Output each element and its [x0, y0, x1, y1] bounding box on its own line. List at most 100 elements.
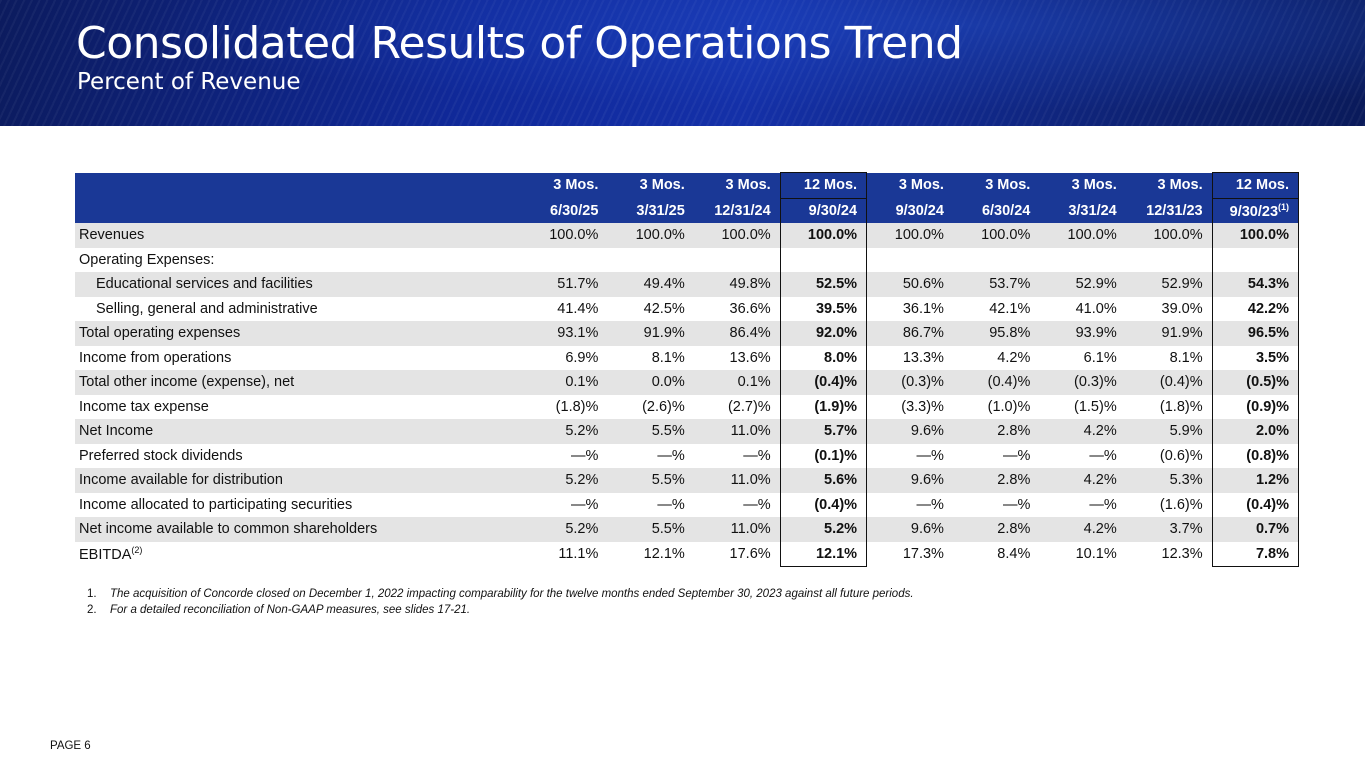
table-row: Preferred stock dividends —% —% —% (0.1)% —% —… [75, 443, 1300, 468]
table-cell: (1.6)% [1125, 492, 1213, 517]
table-cell: —% [1039, 443, 1126, 468]
table-cell: 91.9% [607, 321, 694, 346]
table-row: Selling, general and administrative 41.4%… [75, 296, 1300, 321]
table-cell [952, 247, 1040, 272]
table-cell: —% [607, 492, 694, 517]
table-cell: 5.2% [779, 517, 868, 542]
table-row: Income allocated to participating securi… [75, 492, 1300, 517]
column-date-header: 3/31/24 [1039, 198, 1126, 223]
table-cell: 9.6% [866, 419, 953, 444]
table-cell: 53.7% [952, 272, 1040, 297]
table-cell: 39.5% [779, 296, 868, 321]
table-cell: (0.4)% [779, 492, 868, 517]
page-number: PAGE 6 [50, 740, 91, 752]
table-cell: 100.0% [866, 223, 953, 248]
table-cell: 8.1% [1125, 345, 1213, 370]
table-cell: 6.9% [521, 345, 608, 370]
table-cell: 13.3% [866, 345, 953, 370]
row-label: Educational services and facilities [75, 272, 521, 297]
column-period-header: 3 Mos. [866, 172, 953, 198]
table-cell: 4.2% [1039, 517, 1126, 542]
table-cell: 9.6% [866, 468, 953, 493]
table-cell: (0.3)% [866, 370, 953, 395]
table-cell: —% [952, 443, 1040, 468]
table-cell: 52.5% [779, 272, 868, 297]
table-cell: 11.0% [693, 517, 781, 542]
row-label-text: Selling, general and administrative [96, 300, 318, 317]
column-date-text: 9/30/24 [895, 202, 944, 219]
table-cell: 39.0% [1125, 296, 1213, 321]
table-cell: 91.9% [1125, 321, 1213, 346]
table-cell: 41.0% [1039, 296, 1126, 321]
table-row: EBITDA(2) 11.1% 12.1% 17.6% 12.1% 17.3% 8.4% 10… [75, 541, 1300, 567]
column-date-text: 9/30/23 [1229, 203, 1279, 220]
column-period-header: 3 Mos. [607, 172, 694, 198]
table-cell: 100.0% [1211, 223, 1300, 248]
table-cell: 93.9% [1039, 321, 1126, 346]
row-label-text: Income from operations [79, 349, 232, 366]
table-cell: (1.9)% [779, 394, 868, 419]
table-header: 3 Mos. 3 Mos. 3 Mos. 12 Mos. 3 Mos. 3 Mos. 3 M… [75, 172, 1300, 223]
table-cell: —% [693, 443, 781, 468]
footnote-number: 2. [87, 603, 97, 616]
table-cell: 12.3% [1125, 541, 1213, 567]
row-label: Net income available to common sharehold… [75, 517, 521, 542]
column-date-text: 12/31/23 [1146, 202, 1203, 219]
header-banner [0, 0, 1365, 126]
page-subtitle: Percent of Revenue [77, 69, 301, 95]
header-row-period: 3 Mos. 3 Mos. 3 Mos. 12 Mos. 3 Mos. 3 Mos. 3 M… [75, 172, 1300, 198]
table-cell: 5.5% [607, 468, 694, 493]
table-cell: 5.5% [607, 419, 694, 444]
footnote: 1. The acquisition of Concorde closed on … [87, 587, 914, 603]
table-cell: —% [521, 443, 608, 468]
column-period-header: 3 Mos. [952, 172, 1040, 198]
table-cell: 54.3% [1211, 272, 1300, 297]
table-cell: 0.0% [607, 370, 694, 395]
table-cell: 4.2% [952, 345, 1040, 370]
table-cell: 52.9% [1125, 272, 1213, 297]
table-cell: 5.6% [779, 468, 868, 493]
column-period-header: 3 Mos. [1039, 172, 1126, 198]
table-body: Revenues 100.0% 100.0% 100.0% 100.0% 100.0% 10… [75, 223, 1300, 567]
table-cell: 52.9% [1039, 272, 1126, 297]
table-cell: 11.0% [693, 468, 781, 493]
table-cell: 5.2% [521, 517, 608, 542]
table-cell: 5.2% [521, 419, 608, 444]
table-cell [1125, 247, 1213, 272]
table-cell: (0.9)% [1211, 394, 1300, 419]
table-cell: (0.4)% [779, 370, 868, 395]
table-cell: 12.1% [779, 541, 868, 567]
table-cell: 7.8% [1211, 541, 1300, 567]
table-cell: (0.3)% [1039, 370, 1126, 395]
column-date-header: 3/31/25 [607, 198, 694, 223]
table-cell: (0.5)% [1211, 370, 1300, 395]
table-cell: 93.1% [521, 321, 608, 346]
column-date-text: 9/30/24 [808, 202, 858, 219]
table-cell: 0.7% [1211, 517, 1300, 542]
row-label-text: Income allocated to participating securi… [79, 496, 353, 513]
table-cell: 36.1% [866, 296, 953, 321]
table-cell: 4.2% [1039, 419, 1126, 444]
row-label-text: Net income available to common sharehold… [79, 521, 378, 538]
table-cell: 100.0% [779, 223, 868, 248]
table-cell: 2.0% [1211, 419, 1300, 444]
row-label-text: Operating Expenses: [79, 251, 215, 268]
table-cell: 0.1% [521, 370, 608, 395]
row-label: Operating Expenses: [75, 247, 521, 272]
table-cell: (0.6)% [1125, 443, 1213, 468]
table-cell: —% [866, 443, 953, 468]
table-cell: 10.1% [1039, 541, 1126, 567]
table-cell: 100.0% [607, 223, 694, 248]
row-label-text: Total other income (expense), net [79, 374, 295, 391]
table-cell [1039, 247, 1126, 272]
table-cell: 51.7% [521, 272, 608, 297]
table-cell: —% [1039, 492, 1126, 517]
table-cell: 8.4% [952, 541, 1040, 567]
header-corner [75, 198, 521, 223]
table-cell: 6.1% [1039, 345, 1126, 370]
table-cell: 41.4% [521, 296, 608, 321]
row-label-text: Income tax expense [79, 398, 209, 415]
table-cell: 92.0% [779, 321, 868, 346]
table-cell: 17.3% [866, 541, 953, 567]
row-label: Income from operations [75, 345, 521, 370]
